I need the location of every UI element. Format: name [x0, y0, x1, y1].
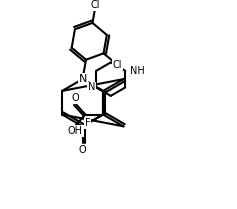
- Text: N: N: [78, 74, 87, 84]
- Text: NH: NH: [130, 66, 145, 76]
- Text: O: O: [72, 93, 79, 103]
- Text: N: N: [88, 83, 95, 92]
- Text: OH: OH: [68, 126, 83, 136]
- Text: Cl: Cl: [112, 60, 122, 70]
- Text: F: F: [85, 118, 91, 128]
- Text: O: O: [79, 145, 87, 155]
- Text: Cl: Cl: [91, 0, 100, 10]
